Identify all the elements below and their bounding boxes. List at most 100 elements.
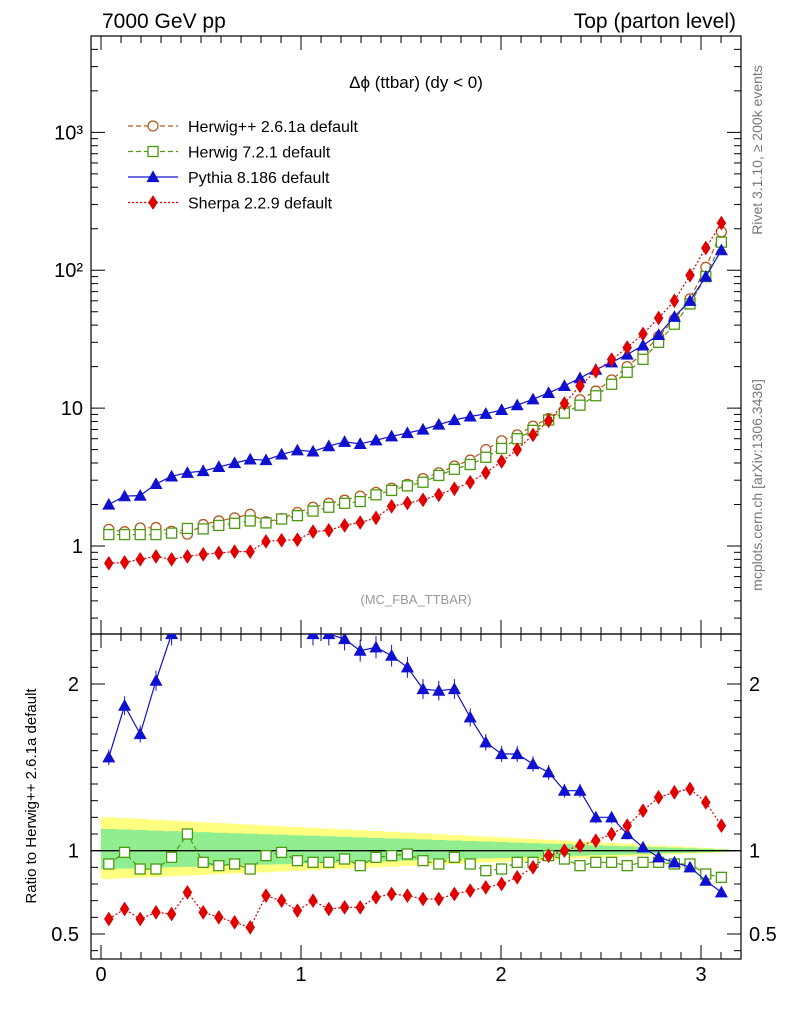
- ratio-point-pythia: [636, 840, 650, 853]
- data-point-sherpa: [355, 515, 365, 530]
- data-point-pythia: [416, 422, 430, 435]
- data-point-herwig7: [370, 489, 382, 501]
- ratio-point-herwig7: [181, 828, 194, 840]
- data-point-pythia: [243, 452, 257, 465]
- data-point-sherpa: [151, 548, 161, 564]
- data-point-herwig7: [448, 463, 461, 475]
- ratio-point-herwig7: [574, 860, 586, 872]
- ratio-point-sherpa: [214, 909, 224, 925]
- data-point-sherpa: [386, 498, 397, 514]
- y-tick-label: 10³: [54, 122, 83, 144]
- data-point-herwig7: [433, 469, 445, 482]
- ratio-point-pythia: [400, 660, 414, 673]
- data-point-sherpa: [496, 454, 507, 469]
- ratio-point-pythia: [495, 747, 509, 760]
- ratio-point-herwig7: [354, 860, 366, 872]
- data-point-sherpa: [716, 215, 727, 231]
- ratio-point-sherpa: [418, 891, 428, 907]
- ratio-point-herwig7: [244, 863, 256, 875]
- data-point-pythia: [180, 466, 194, 478]
- data-point-herwig7: [150, 528, 162, 541]
- x-tick-labels: 0 1 2 3: [95, 964, 706, 986]
- data-point-herwig7: [605, 378, 618, 390]
- ratio-point-pythia: [605, 810, 619, 823]
- ratio-point-herwig7: [480, 865, 492, 877]
- x-tick-label: 0: [95, 964, 106, 986]
- series-line-herwigpp: [108, 231, 722, 535]
- ratio-tick-label-left: 0.5: [51, 924, 79, 946]
- data-point-pythia: [652, 328, 666, 340]
- data-point-herwig7: [134, 528, 146, 541]
- ratio-point-sherpa: [481, 879, 491, 895]
- ratio-point-herwig7: [118, 846, 131, 858]
- data-point-sherpa: [465, 474, 475, 490]
- ratio-point-sherpa: [685, 781, 695, 797]
- ratio-point-pythia: [573, 784, 587, 796]
- data-point-sherpa: [229, 544, 240, 560]
- ratio-point-pythia: [276, 561, 288, 572]
- ratio-tick-label-right: 1: [749, 841, 760, 863]
- data-point-sherpa: [198, 546, 208, 562]
- ratio-point-sherpa: [198, 904, 208, 920]
- data-point-herwig7: [621, 366, 633, 378]
- ratio-point-pythia: [291, 578, 303, 589]
- header-right: Top (parton level): [574, 10, 736, 33]
- y-tick-label: 10: [61, 398, 83, 420]
- ratio-point-herwig7: [590, 856, 602, 868]
- ratio-point-sherpa: [575, 838, 585, 854]
- ratio-point-herwig7: [715, 871, 728, 883]
- data-point-pythia: [102, 497, 116, 510]
- data-point-herwig7: [197, 523, 209, 535]
- data-point-pythia: [338, 435, 352, 447]
- ratio-point-herwig7: [134, 863, 146, 875]
- legend-marker-herwig7: [147, 145, 159, 158]
- ratio-point-herwig7: [165, 851, 178, 863]
- data-point-sherpa: [512, 442, 522, 458]
- ratio-point-herwig7: [401, 848, 414, 860]
- data-point-pythia: [432, 417, 446, 430]
- data-point-herwig7: [480, 451, 492, 463]
- data-point-herwig7: [417, 476, 429, 488]
- x-tick-label: 3: [695, 964, 706, 986]
- ratio-point-pythia: [118, 699, 132, 711]
- data-point-sherpa: [339, 517, 350, 533]
- data-point-sherpa: [214, 545, 224, 561]
- data-point-pythia: [699, 269, 713, 282]
- series-sherpa: [104, 215, 727, 571]
- ratio-point-sherpa: [716, 818, 727, 834]
- data-point-pythia: [165, 469, 179, 482]
- series-herwigpp: [103, 226, 728, 540]
- ratio-point-pythia: [526, 757, 540, 770]
- ratio-point-sherpa: [465, 883, 475, 899]
- watermark: (MC_FBA_TTBAR): [360, 592, 471, 607]
- ratio-point-sherpa: [669, 784, 680, 800]
- data-point-sherpa: [135, 551, 145, 567]
- ratio-point-pythia: [667, 855, 681, 868]
- ratio-point-pythia: [699, 874, 713, 886]
- ratio-ylabel: Ratio to Herwig++ 2.6.1a default: [23, 688, 40, 904]
- ratio-point-herwig7: [464, 858, 476, 870]
- ratio-point-sherpa: [261, 888, 271, 904]
- x-tick-label: 1: [295, 964, 306, 986]
- ratio-point-herwig7: [291, 855, 304, 867]
- ratio-point-sherpa: [591, 833, 601, 849]
- ratio-point-sherpa: [151, 904, 161, 920]
- rivet-label: Rivet 3.1.10, ≥ 200k events: [749, 65, 765, 235]
- data-point-sherpa: [701, 240, 711, 256]
- data-point-pythia: [714, 243, 728, 256]
- data-point-pythia: [636, 338, 650, 351]
- data-point-pythia: [275, 447, 289, 460]
- data-point-pythia: [447, 413, 461, 426]
- main-series: [102, 215, 728, 571]
- data-point-pythia: [683, 294, 697, 306]
- data-point-herwig7: [103, 528, 115, 541]
- ratio-point-pythia: [369, 640, 383, 653]
- data-point-pythia: [463, 409, 477, 422]
- data-point-sherpa: [104, 555, 114, 571]
- ratio-point-sherpa: [182, 884, 193, 900]
- data-point-pythia: [400, 426, 414, 439]
- data-point-pythia: [322, 439, 336, 452]
- ratio-point-sherpa: [496, 876, 507, 892]
- data-point-pythia: [353, 437, 367, 450]
